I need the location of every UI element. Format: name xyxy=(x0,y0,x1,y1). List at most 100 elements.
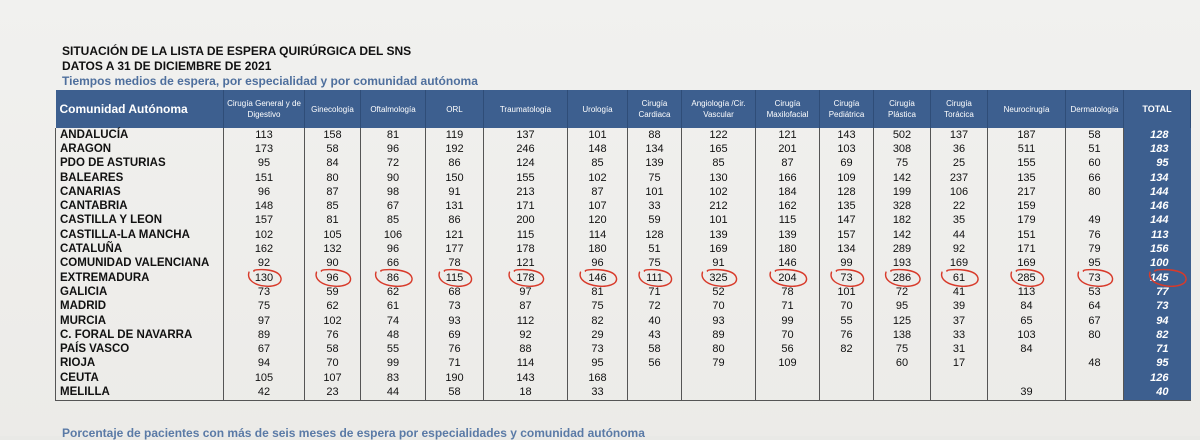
column-header-community: Comunidad Autónoma xyxy=(55,90,224,128)
column-header-specialty: Cirugía General y de Digestivo xyxy=(223,90,305,128)
wait-time-cell: 49 xyxy=(1065,213,1124,229)
wait-time-cell: 62 xyxy=(360,285,426,300)
wait-time-cell: 40 xyxy=(627,313,682,329)
wait-time-cell: 67 xyxy=(223,342,305,357)
wait-time-cell: 121 xyxy=(483,256,568,271)
wait-time-cell: 80 xyxy=(304,170,361,186)
column-header-specialty: Cirugía Maxilofacial xyxy=(755,90,820,128)
wait-time-cell: 78 xyxy=(425,256,484,271)
handwritten-circle-mark xyxy=(375,268,413,287)
wait-time-cell: 137 xyxy=(930,128,988,143)
wait-time-cell: 96 xyxy=(360,242,426,257)
wait-time-cell: 289 xyxy=(873,242,931,257)
wait-time-cell: 130 xyxy=(223,270,305,286)
wait-time-cell: 52 xyxy=(681,285,756,300)
community-name: MELILLA xyxy=(55,385,224,401)
wait-time-cell: 199 xyxy=(873,185,931,200)
wait-time-cell: 106 xyxy=(360,228,426,243)
wait-time-cell: 79 xyxy=(681,356,756,372)
wait-time-cell: 101 xyxy=(681,213,756,229)
column-header-specialty: Cirugía Torácica xyxy=(930,90,988,128)
wait-time-cell: 55 xyxy=(360,342,426,357)
wait-time-cell: 157 xyxy=(819,228,874,243)
total-cell: 144 xyxy=(1123,185,1191,200)
wait-time-cell: 105 xyxy=(304,228,361,243)
table-row: PAÍS VASCO 67 58 55 76 88 73 58 80 56 82 75 31 84 71 xyxy=(55,342,1191,357)
wait-time-cell: 83 xyxy=(360,371,426,386)
community-name: MURCIA xyxy=(55,313,224,329)
wait-time-cell: 39 xyxy=(930,299,988,314)
wait-time-cell: 151 xyxy=(987,228,1066,243)
total-cell: 145 xyxy=(1123,270,1191,286)
wait-time-cell: 73 xyxy=(223,285,305,300)
wait-time-cell: 81 xyxy=(360,128,426,143)
wait-time-cell: 88 xyxy=(627,128,682,143)
wait-time-cell: 62 xyxy=(304,299,361,314)
wait-time-cell: 148 xyxy=(223,199,305,214)
wait-time-cell: 39 xyxy=(987,385,1066,401)
wait-time-cell: 128 xyxy=(627,228,682,243)
community-name: CANTABRIA xyxy=(55,199,224,214)
community-name: ARAGON xyxy=(55,142,224,157)
wait-time-cell: 51 xyxy=(1065,142,1124,157)
wait-time-cell xyxy=(930,371,988,386)
wait-time-cell: 115 xyxy=(755,213,820,229)
wait-time-cell: 23 xyxy=(304,385,361,401)
wait-time-cell: 325 xyxy=(681,270,756,286)
wait-time-cell: 95 xyxy=(873,299,931,314)
waiting-times-table: Comunidad Autónoma Cirugía General y de … xyxy=(55,90,1191,401)
wait-time-cell: 42 xyxy=(223,385,305,401)
wait-time-cell: 69 xyxy=(425,328,484,343)
table-row: BALEARES 151 80 90 150 155 102 75 130 166 109 142 23… xyxy=(55,170,1191,186)
wait-time-cell: 33 xyxy=(930,328,988,343)
wait-time-cell: 180 xyxy=(755,242,820,257)
wait-time-cell: 178 xyxy=(483,242,568,257)
column-header-specialty: Neurocirugía xyxy=(987,90,1066,128)
handwritten-circle-mark xyxy=(438,268,473,287)
handwritten-circle-mark xyxy=(769,268,808,287)
handwritten-circle-mark xyxy=(1010,268,1045,287)
table-row: CASTILLA-LA MANCHA 102 105 106 121 115 114 128 1… xyxy=(55,228,1191,243)
wait-time-cell: 91 xyxy=(425,185,484,200)
wait-time-cell: 59 xyxy=(304,285,361,300)
handwritten-circle-mark xyxy=(830,268,865,287)
wait-time-cell: 105 xyxy=(223,371,305,386)
wait-time-cell: 135 xyxy=(819,199,874,214)
wait-time-cell: 200 xyxy=(483,213,568,229)
wait-time-cell: 78 xyxy=(755,285,820,300)
wait-time-cell: 41 xyxy=(930,285,988,300)
wait-time-cell xyxy=(819,371,874,386)
wait-time-cell: 184 xyxy=(755,185,820,200)
wait-time-cell: 137 xyxy=(483,128,568,143)
wait-time-cell: 76 xyxy=(1065,228,1124,243)
table-row: MADRID 75 62 61 73 87 75 72 70 71 70 95 39 84 64 73 xyxy=(55,299,1191,314)
total-cell: 126 xyxy=(1123,371,1191,386)
wait-time-cell: 96 xyxy=(360,142,426,157)
table-row: PDO DE ASTURIAS 95 84 72 86 124 85 139 85 87 69 75 2… xyxy=(55,156,1191,171)
wait-time-cell: 87 xyxy=(483,299,568,314)
wait-time-cell: 92 xyxy=(483,328,568,343)
community-name: C. FORAL DE NAVARRA xyxy=(55,328,224,343)
wait-time-cell: 155 xyxy=(987,156,1066,171)
wait-time-cell: 103 xyxy=(987,328,1066,343)
wait-time-cell: 56 xyxy=(755,342,820,357)
wait-time-cell: 93 xyxy=(681,313,756,329)
wait-time-cell: 134 xyxy=(627,142,682,157)
wait-time-cell: 75 xyxy=(223,299,305,314)
column-header-specialty: Dermatología xyxy=(1065,90,1124,128)
wait-time-cell: 17 xyxy=(930,356,988,372)
wait-time-cell: 58 xyxy=(304,342,361,357)
wait-time-cell: 511 xyxy=(987,142,1066,157)
wait-time-cell: 169 xyxy=(681,242,756,257)
wait-time-cell: 107 xyxy=(567,199,628,214)
wait-time-cell: 84 xyxy=(987,299,1066,314)
wait-time-cell xyxy=(1065,385,1124,401)
wait-time-cell: 98 xyxy=(360,185,426,200)
wait-time-cell: 37 xyxy=(930,313,988,329)
wait-time-cell: 29 xyxy=(567,328,628,343)
wait-time-cell: 213 xyxy=(483,185,568,200)
table-row: ARAGON 173 58 96 192 246 148 134 165 201 103 308 36 5… xyxy=(55,142,1191,157)
wait-time-cell: 51 xyxy=(627,242,682,257)
wait-time-cell: 58 xyxy=(304,142,361,157)
wait-time-cell: 124 xyxy=(483,156,568,171)
